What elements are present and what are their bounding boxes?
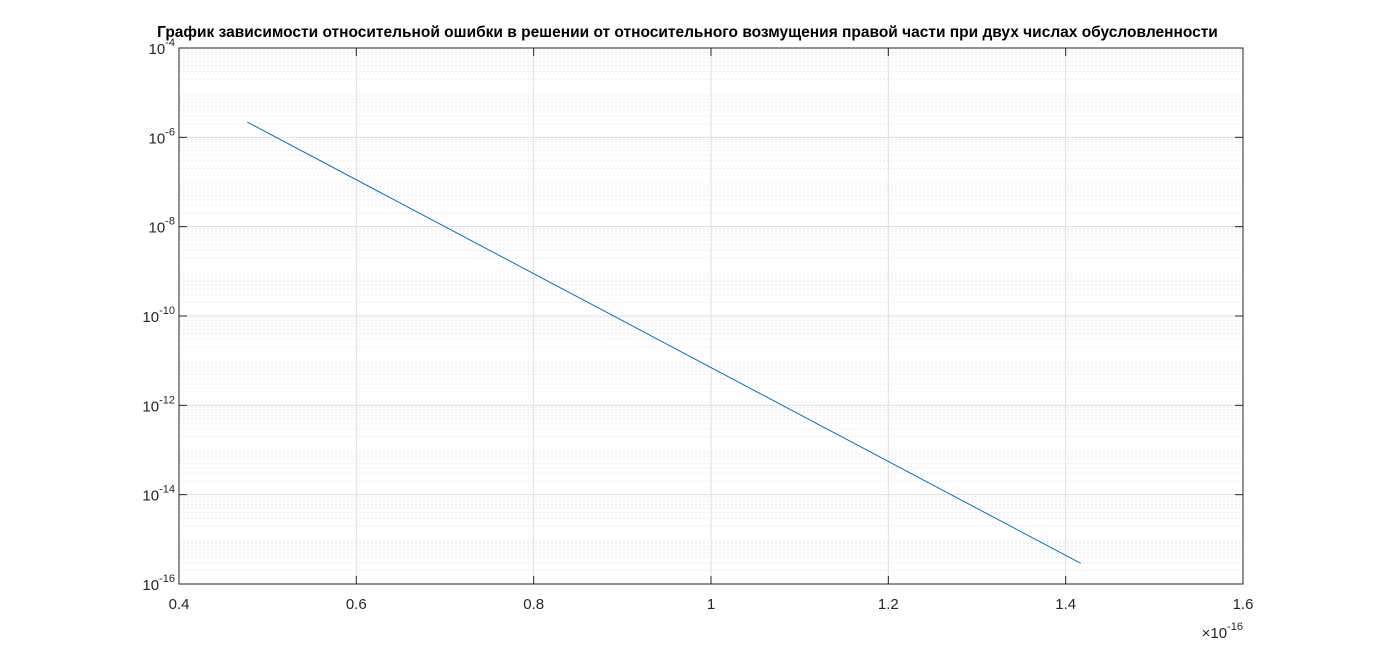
y-tick-label: 10-14: [142, 484, 175, 505]
x-exponent-label: ×10-16: [1202, 621, 1243, 642]
x-tick-label: 1.2: [878, 596, 899, 613]
x-tick-label: 0.4: [169, 596, 190, 613]
x-tick-label: 1.4: [1055, 596, 1076, 613]
y-tick-label: 10-12: [142, 394, 175, 415]
series-line: [247, 121, 1081, 564]
x-tick-label: 0.8: [523, 596, 544, 613]
x-tick-label: 1: [707, 596, 715, 613]
x-tick-label: 1.6: [1233, 596, 1254, 613]
y-tick-label: 10-8: [149, 216, 175, 237]
y-tick-label: 10-16: [142, 573, 175, 594]
y-tick-label: 10-10: [142, 305, 175, 326]
y-tick-label: 10-6: [149, 126, 175, 147]
chart-title: График зависимости относительной ошибки …: [157, 24, 1218, 41]
x-tick-label: 0.6: [346, 596, 367, 613]
y-tick-label: 10-4: [149, 37, 175, 58]
